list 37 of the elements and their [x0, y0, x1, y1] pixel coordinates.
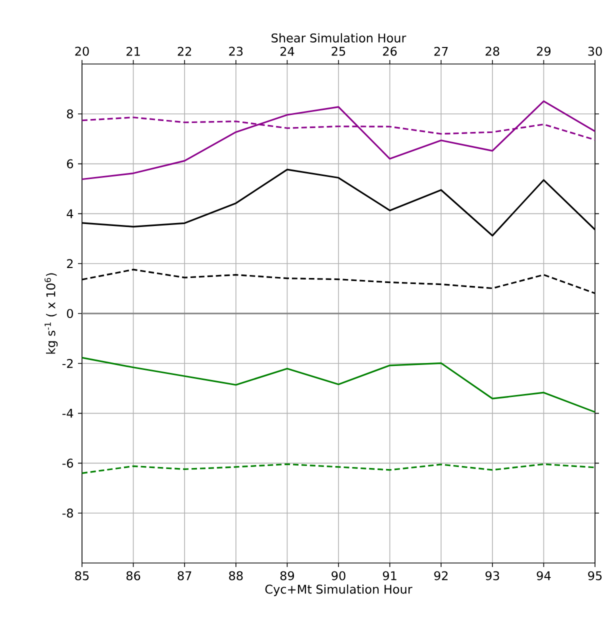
x-tick-label: 92 [434, 571, 448, 580]
y-tick-label: -6 [62, 458, 74, 468]
x-tick-label: 85 [75, 571, 89, 580]
x-tick-label: 93 [486, 571, 500, 580]
y-axis-title: kg s$^{-1}$ ( x 10$^{6}$) [44, 273, 58, 354]
x-tick-label: 89 [280, 571, 294, 580]
y-tick-label: 0 [66, 308, 74, 318]
y-tick-label: -2 [62, 358, 73, 368]
x2-tick-label: 27 [434, 46, 448, 56]
x2-tick-label: 22 [178, 46, 192, 56]
line-series [82, 463, 596, 474]
y-tick-label: 8 [66, 109, 73, 118]
x2-tick-label: 23 [229, 46, 243, 56]
y-tick-label: 4 [66, 209, 74, 218]
x2-axis-title: Shear Simulation Hour [272, 33, 406, 43]
x2-tick-label: 25 [332, 46, 346, 56]
line-series [82, 356, 596, 413]
x-tick-label: 90 [332, 571, 346, 580]
x-tick-label: 95 [588, 571, 602, 580]
x2-tick-label: 20 [75, 46, 89, 56]
y-tick-label: -8 [62, 508, 73, 518]
x2-tick-label: 26 [383, 46, 397, 56]
y-tick-label: -4 [62, 408, 74, 418]
x2-tick-label: 29 [536, 46, 550, 56]
x2-tick-label: 28 [486, 46, 500, 56]
x2-tick-label: 21 [126, 46, 140, 56]
x-axis-title: Cyc+Mt Simulation Hour [265, 584, 412, 596]
x-tick-label: 86 [126, 571, 140, 580]
x-tick-label: 87 [178, 571, 192, 580]
x-tick-label: 91 [382, 571, 396, 580]
x-tick-label: 94 [536, 571, 551, 580]
y-tick-label: 6 [67, 159, 74, 168]
line-series [82, 100, 596, 180]
x-tick-label: 88 [229, 571, 243, 580]
x2-tick-label: 30 [588, 46, 602, 56]
x2-tick-label: 24 [280, 46, 294, 56]
y-tick-label: 2 [67, 259, 73, 268]
